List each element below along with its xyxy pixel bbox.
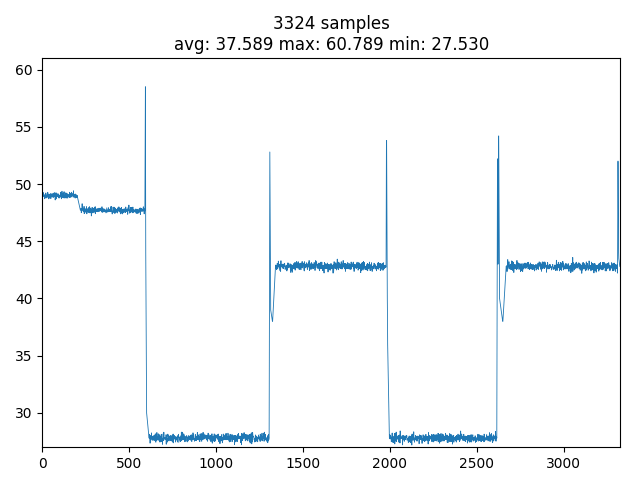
Title: 3324 samples
avg: 37.589 max: 60.789 min: 27.530: 3324 samples avg: 37.589 max: 60.789 min… xyxy=(173,15,489,54)
